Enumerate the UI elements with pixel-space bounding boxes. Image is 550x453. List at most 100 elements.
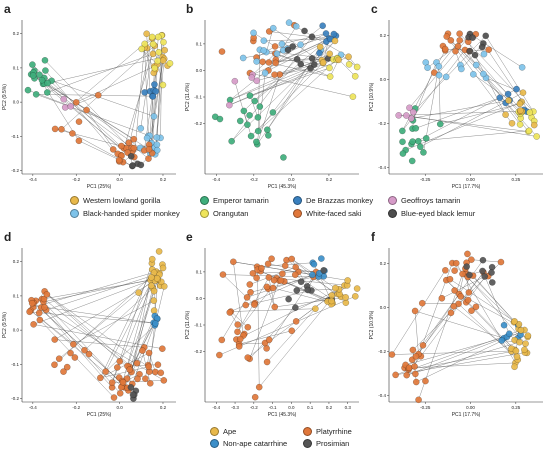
data-point-geoffroys: [406, 104, 413, 112]
data-point-platyrrhine: [159, 345, 166, 353]
panel-label-a: a: [4, 2, 11, 16]
y-tick-label: -0.1: [194, 95, 202, 100]
data-point-platyrrhine: [234, 328, 241, 336]
x-tick-label: -0.4: [29, 177, 37, 182]
data-point-gorilla: [519, 89, 527, 96]
x-tick-label: 0.0: [116, 177, 123, 182]
connection-line: [123, 45, 155, 149]
data-point-lemur: [129, 162, 136, 169]
connection-line: [449, 279, 520, 325]
connection-line: [459, 33, 534, 112]
data-point-spider: [472, 61, 480, 69]
data-point-nonape: [315, 269, 323, 277]
data-point-ape: [516, 338, 523, 346]
data-point-emperor: [422, 135, 430, 142]
connection-line: [441, 276, 485, 299]
data-point-saki: [109, 146, 117, 153]
data-point-lemur: [466, 47, 474, 55]
connection-line: [70, 36, 153, 107]
connection-line: [32, 75, 134, 140]
connection-line: [259, 289, 340, 388]
data-point-emperor: [216, 115, 224, 123]
data-point-lemur: [469, 34, 476, 41]
data-point-debrazza: [149, 93, 157, 100]
connection-line: [450, 40, 509, 95]
data-point-platyrrhine: [43, 291, 51, 298]
x-tick-label: 0.25: [511, 405, 520, 410]
data-point-platyrrhine: [255, 383, 263, 391]
data-point-saki: [441, 45, 449, 53]
data-point-platyrrhine: [419, 342, 427, 349]
data-point-platyrrhine: [403, 371, 410, 379]
data-point-platyrrhine: [412, 378, 420, 386]
x-tick-label: 0.00: [466, 405, 475, 410]
x-tick-label: 0.0: [288, 177, 295, 182]
legend-label: Orangutan: [213, 209, 249, 218]
legend-item-nonape: Non-ape catarrhine: [210, 439, 287, 448]
data-point-orangutan: [525, 127, 533, 135]
data-point-ape: [511, 318, 518, 325]
data-point-lemur: [301, 27, 308, 35]
data-point-saki: [456, 30, 463, 37]
legend-dot: [200, 196, 209, 205]
y-tick-label: -0.2: [378, 349, 386, 354]
legend-item-lemur: Blue-eyed black lemur: [388, 209, 475, 218]
data-point-platyrrhine: [134, 375, 141, 383]
x-tick-label: -0.2: [250, 405, 258, 410]
data-point-debrazza: [513, 85, 520, 93]
data-point-platyrrhine: [409, 346, 417, 354]
connection-line: [469, 51, 523, 112]
data-point-lemur: [482, 32, 490, 40]
data-point-ape: [511, 363, 518, 371]
data-point-orangutan: [148, 33, 156, 41]
data-point-geoffroys: [231, 77, 239, 85]
connection-line: [44, 291, 151, 384]
data-point-platyrrhine: [70, 341, 77, 348]
connection-line: [467, 267, 493, 301]
data-point-platyrrhine: [116, 358, 124, 365]
connection-line: [249, 67, 330, 96]
data-point-platyrrhine: [97, 374, 104, 382]
data-point-gorilla: [530, 121, 538, 129]
y-tick-label: -0.2: [11, 168, 19, 173]
data-point-platyrrhine: [157, 369, 165, 377]
legend-item-prosimian: Prosimian: [303, 439, 349, 448]
data-point-platyrrhine: [30, 321, 37, 328]
data-point-ape: [153, 275, 161, 282]
data-point-platyrrhine: [51, 361, 58, 369]
data-point-platyrrhine: [51, 336, 59, 343]
data-point-platyrrhine: [36, 316, 44, 324]
x-axis-title: PC1 (45.3%): [268, 184, 297, 190]
data-point-gorilla: [161, 46, 168, 54]
connection-line: [453, 306, 512, 352]
data-point-debrazza: [319, 22, 326, 30]
connection-line: [30, 310, 74, 345]
data-point-spider: [153, 141, 161, 148]
x-tick-label: -0.4: [29, 405, 37, 410]
data-point-platyrrhine: [422, 377, 429, 385]
data-point-emperor: [247, 132, 255, 140]
legend-dot: [200, 209, 209, 218]
data-point-orangutan: [149, 40, 157, 48]
data-point-ape: [155, 248, 163, 255]
data-point-platyrrhine: [40, 295, 48, 303]
connection-line: [268, 277, 275, 308]
data-point-saki: [83, 106, 90, 114]
data-point-platyrrhine: [230, 258, 237, 266]
y-axis-title: PC2 (11.6%): [185, 311, 191, 340]
y-tick-label: 0.2: [13, 31, 20, 36]
data-point-platyrrhine: [418, 299, 426, 307]
data-point-geoffroys: [67, 103, 75, 110]
connection-line: [272, 287, 333, 304]
data-point-emperor: [236, 117, 244, 125]
data-point-saki: [259, 58, 266, 66]
connection-line: [236, 289, 340, 340]
data-point-gorilla: [505, 97, 512, 104]
data-point-saki: [115, 156, 123, 164]
data-point-platyrrhine: [116, 389, 124, 397]
data-point-geoffroys: [226, 101, 233, 109]
data-point-emperor: [408, 157, 416, 165]
data-point-orangutan: [154, 33, 162, 41]
legend-item-spider: Black-handed spider monkey: [70, 209, 180, 218]
data-point-orangutan: [345, 61, 353, 68]
